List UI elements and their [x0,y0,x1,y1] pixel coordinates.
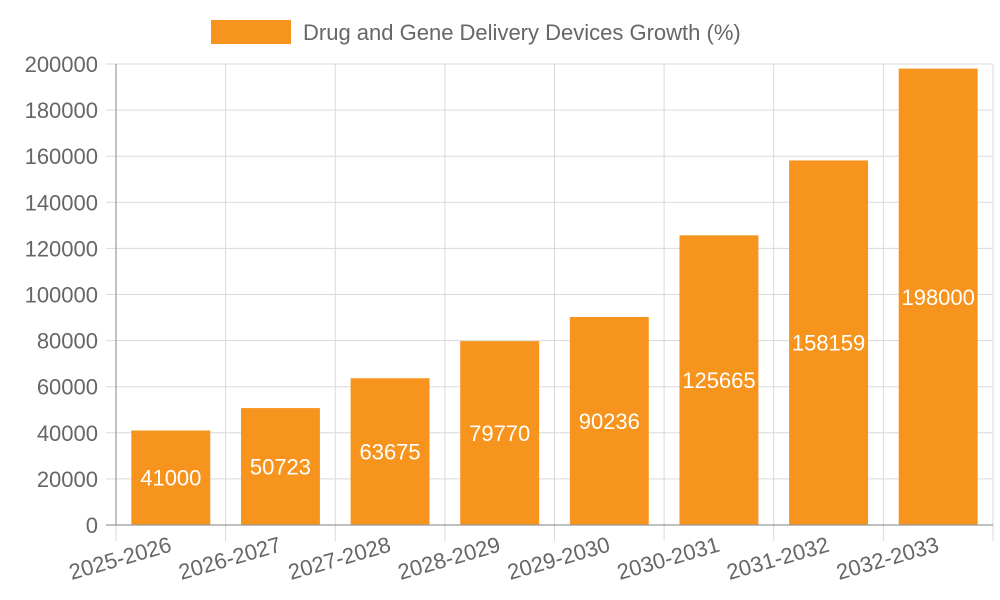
data-label: 158159 [792,331,865,356]
y-tick-label: 160000 [25,144,98,169]
x-tick-label: 2032-2033 [834,532,942,585]
data-label: 50723 [250,455,311,480]
legend-label: Drug and Gene Delivery Devices Growth (%… [303,20,741,45]
legend-swatch [211,20,291,44]
data-label: 125665 [682,368,755,393]
bar [569,317,649,525]
x-tick-label: 2031-2032 [724,532,832,585]
data-label: 63675 [359,440,420,465]
x-tick-label: 2027-2028 [285,532,393,585]
bar [460,341,540,525]
bar [789,160,869,525]
x-tick-label: 2026-2027 [176,532,284,585]
data-labels: 41000 50723 63675 79770 90236 125665 158159 198… [140,285,975,491]
y-tick-label: 120000 [25,236,98,261]
y-tick-label: 180000 [25,98,98,123]
x-tick-label: 2029-2030 [505,532,613,585]
y-tick-label: 200000 [25,52,98,77]
y-tick-label: 100000 [25,283,98,308]
y-tick-label: 60000 [37,375,98,400]
bar [240,408,320,525]
y-tick-label: 140000 [25,190,98,215]
bar [131,430,211,525]
bar [679,235,759,526]
x-tick-label: 2025-2026 [66,532,174,585]
data-label: 90236 [579,409,640,434]
legend: Drug and Gene Delivery Devices Growth (%… [211,20,741,45]
bars [131,68,978,526]
data-label: 198000 [901,285,974,310]
data-label: 41000 [140,466,201,491]
x-tick-label: 2030-2031 [614,532,722,585]
y-tick-label: 40000 [37,421,98,446]
data-label: 79770 [469,421,530,446]
x-tick-label: 2028-2029 [395,532,503,585]
bar [350,378,430,525]
bar [898,68,978,526]
y-tick-label: 20000 [37,467,98,492]
y-tick-label: 80000 [37,329,98,354]
y-tick-label: 0 [86,513,98,538]
